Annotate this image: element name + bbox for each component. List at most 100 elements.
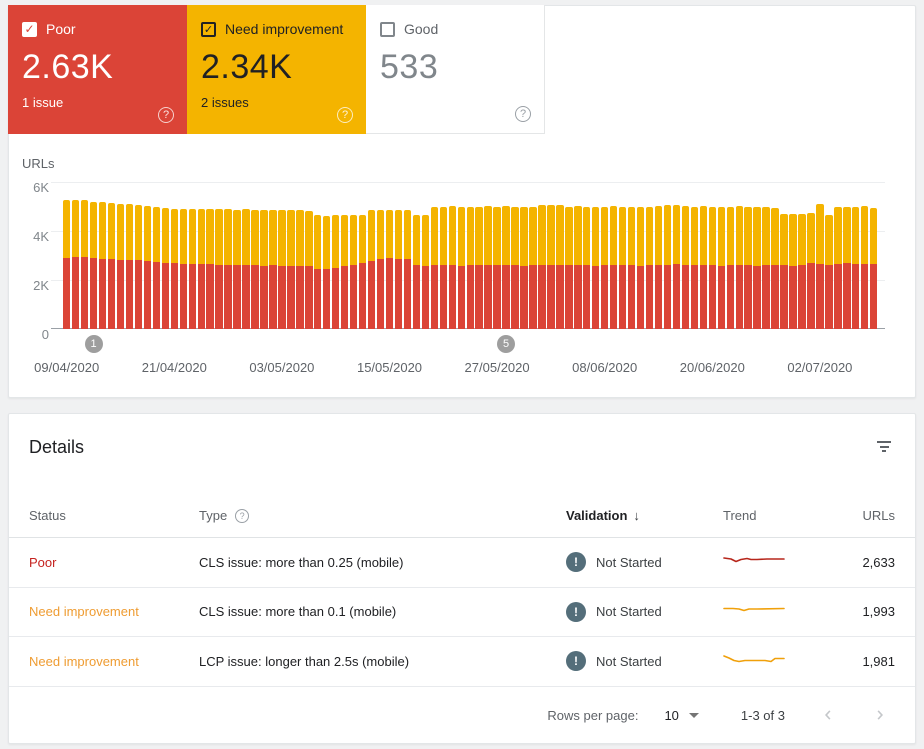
- chart-bar[interactable]: [323, 215, 331, 329]
- chart-bar[interactable]: [403, 210, 412, 329]
- chart-bar[interactable]: [89, 201, 98, 329]
- chart-bar[interactable]: [861, 206, 869, 329]
- chart-bar[interactable]: [735, 206, 743, 329]
- chart-bar[interactable]: [780, 213, 788, 329]
- chart-bar[interactable]: [179, 209, 187, 329]
- chart-bar[interactable]: [206, 209, 214, 329]
- column-header-status[interactable]: Status: [29, 508, 66, 523]
- rows-per-page-dropdown-caret[interactable]: [688, 712, 699, 718]
- chart-bar[interactable]: [762, 206, 770, 329]
- column-header-trend[interactable]: Trend: [723, 508, 757, 523]
- chart-bar[interactable]: [618, 206, 627, 329]
- chart-bar[interactable]: [798, 213, 806, 329]
- help-icon[interactable]: [337, 107, 353, 123]
- chart-bar[interactable]: [305, 210, 313, 329]
- chart-bar[interactable]: [340, 215, 349, 329]
- chart-bar[interactable]: [358, 215, 367, 329]
- chart-bar[interactable]: [71, 199, 80, 329]
- chart-bar[interactable]: [98, 202, 107, 329]
- chart-bar[interactable]: [161, 207, 170, 329]
- chart-bar[interactable]: [430, 207, 439, 329]
- chart-bar[interactable]: [789, 214, 797, 329]
- chart-bar[interactable]: [385, 210, 394, 329]
- chart-bar[interactable]: [251, 209, 259, 329]
- chart-bar[interactable]: [332, 215, 340, 329]
- chart-bar[interactable]: [439, 206, 447, 329]
- chart-bar[interactable]: [538, 205, 546, 329]
- column-header-type[interactable]: Type: [199, 508, 566, 523]
- chart-bar[interactable]: [511, 206, 519, 329]
- filter-icon[interactable]: [876, 441, 892, 455]
- chart-bar[interactable]: [188, 208, 196, 329]
- chart-bar[interactable]: [296, 209, 304, 329]
- chart-bar[interactable]: [816, 204, 824, 329]
- card-need-improvement[interactable]: Need improvement 2.34K 2 issues: [187, 5, 366, 134]
- chart-bar[interactable]: [520, 206, 528, 329]
- chart-bar[interactable]: [63, 200, 71, 329]
- chart-bar[interactable]: [116, 203, 125, 329]
- chart-bar[interactable]: [475, 206, 483, 329]
- chart-bar[interactable]: [601, 206, 609, 329]
- chart-bar[interactable]: [645, 206, 654, 329]
- chart-bar[interactable]: [314, 215, 322, 329]
- chart-bar[interactable]: [744, 206, 752, 329]
- previous-page-button[interactable]: [819, 706, 837, 724]
- chart-bar[interactable]: [278, 210, 286, 329]
- poor-checkbox[interactable]: [22, 21, 37, 37]
- next-page-button[interactable]: [871, 706, 889, 724]
- need-improvement-checkbox[interactable]: [201, 21, 216, 37]
- chart-bar[interactable]: [233, 209, 241, 329]
- chart-bar[interactable]: [708, 206, 717, 329]
- chart-bar[interactable]: [224, 209, 232, 329]
- good-checkbox[interactable]: [380, 21, 395, 37]
- chart-bar[interactable]: [197, 209, 205, 329]
- chart-bar[interactable]: [627, 206, 636, 329]
- chart-bar[interactable]: [825, 215, 833, 329]
- chart-bar[interactable]: [80, 200, 89, 329]
- chart-bar[interactable]: [502, 206, 510, 329]
- chart-bar[interactable]: [215, 208, 223, 329]
- chart-bar[interactable]: [260, 210, 268, 329]
- chart-bar[interactable]: [565, 206, 573, 329]
- chart-bar[interactable]: [852, 206, 860, 329]
- help-icon[interactable]: [158, 107, 174, 123]
- chart-bar[interactable]: [672, 205, 681, 329]
- chart-bar[interactable]: [636, 206, 645, 329]
- chart-bar[interactable]: [287, 209, 295, 329]
- table-row[interactable]: Poor CLS issue: more than 0.25 (mobile) …: [9, 538, 915, 588]
- chart-bar[interactable]: [771, 207, 779, 329]
- chart-bar[interactable]: [466, 206, 474, 329]
- chart-bar[interactable]: [834, 207, 842, 329]
- chart-bar[interactable]: [654, 206, 663, 329]
- chart-bar[interactable]: [107, 203, 116, 329]
- chart-bar[interactable]: [681, 205, 690, 329]
- chart-bar[interactable]: [134, 205, 143, 329]
- column-header-validation[interactable]: Validation ↓: [566, 508, 640, 523]
- chart-bar[interactable]: [717, 206, 725, 329]
- chart-bar[interactable]: [448, 206, 456, 329]
- chart-bar[interactable]: [592, 206, 600, 329]
- chart-bar[interactable]: [376, 209, 385, 329]
- chart-bar[interactable]: [349, 214, 358, 329]
- chart-bar[interactable]: [726, 206, 734, 329]
- chart-bar[interactable]: [807, 213, 815, 329]
- chart-bar[interactable]: [609, 206, 618, 329]
- chart-bar[interactable]: [484, 206, 492, 329]
- type-help-icon[interactable]: [235, 508, 250, 523]
- chart-bar[interactable]: [843, 206, 851, 329]
- chart-bar[interactable]: [529, 206, 537, 329]
- table-row[interactable]: Need improvement LCP issue: longer than …: [9, 637, 915, 687]
- chart-bar[interactable]: [699, 206, 708, 329]
- chart-bar[interactable]: [170, 208, 178, 329]
- chart-bar[interactable]: [753, 206, 761, 329]
- column-header-urls[interactable]: URLs: [862, 508, 895, 523]
- help-icon[interactable]: [515, 106, 531, 122]
- chart-bar[interactable]: [663, 205, 672, 329]
- chart-bar[interactable]: [421, 214, 430, 329]
- chart-bar[interactable]: [493, 206, 501, 329]
- chart-bar[interactable]: [152, 207, 161, 329]
- chart-bar[interactable]: [574, 206, 582, 329]
- table-row[interactable]: Need improvement CLS issue: more than 0.…: [9, 588, 915, 637]
- chart-bar[interactable]: [367, 210, 376, 329]
- chart-bar[interactable]: [583, 206, 591, 329]
